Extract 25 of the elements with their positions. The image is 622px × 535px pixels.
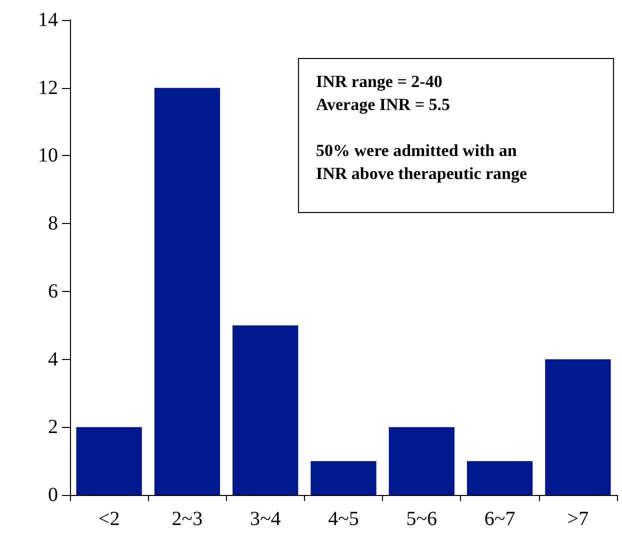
bar	[310, 461, 376, 495]
x-tick-label: 2~3	[172, 508, 203, 530]
annotation: INR range = 2-40	[316, 72, 442, 91]
y-tick-label: 0	[48, 484, 58, 506]
y-tick-label: 4	[48, 348, 58, 370]
x-tick-label: 5~6	[406, 508, 438, 530]
x-tick-label: 3~4	[250, 508, 281, 530]
x-tick-label: >7	[567, 508, 589, 530]
x-tick-label: 4~5	[328, 508, 359, 530]
bar	[388, 427, 454, 495]
bar	[232, 325, 298, 495]
bar	[466, 461, 533, 495]
annotation: Average INR = 5.5	[316, 95, 450, 114]
x-tick-label: <2	[98, 508, 120, 530]
bar	[154, 88, 220, 495]
bar	[76, 427, 142, 495]
annotation: 50% were admitted with an INR above therapeutic range	[316, 141, 528, 183]
x-tick-label: 6~7	[484, 508, 516, 530]
y-tick-label: 2	[48, 416, 58, 438]
bar	[545, 359, 611, 495]
y-tick-label: 10	[38, 144, 58, 167]
y-tick-label: 8	[48, 212, 58, 235]
y-tick-label: 14	[38, 9, 58, 31]
y-tick-label: 6	[48, 280, 58, 302]
y-tick-label: 12	[38, 76, 58, 99]
